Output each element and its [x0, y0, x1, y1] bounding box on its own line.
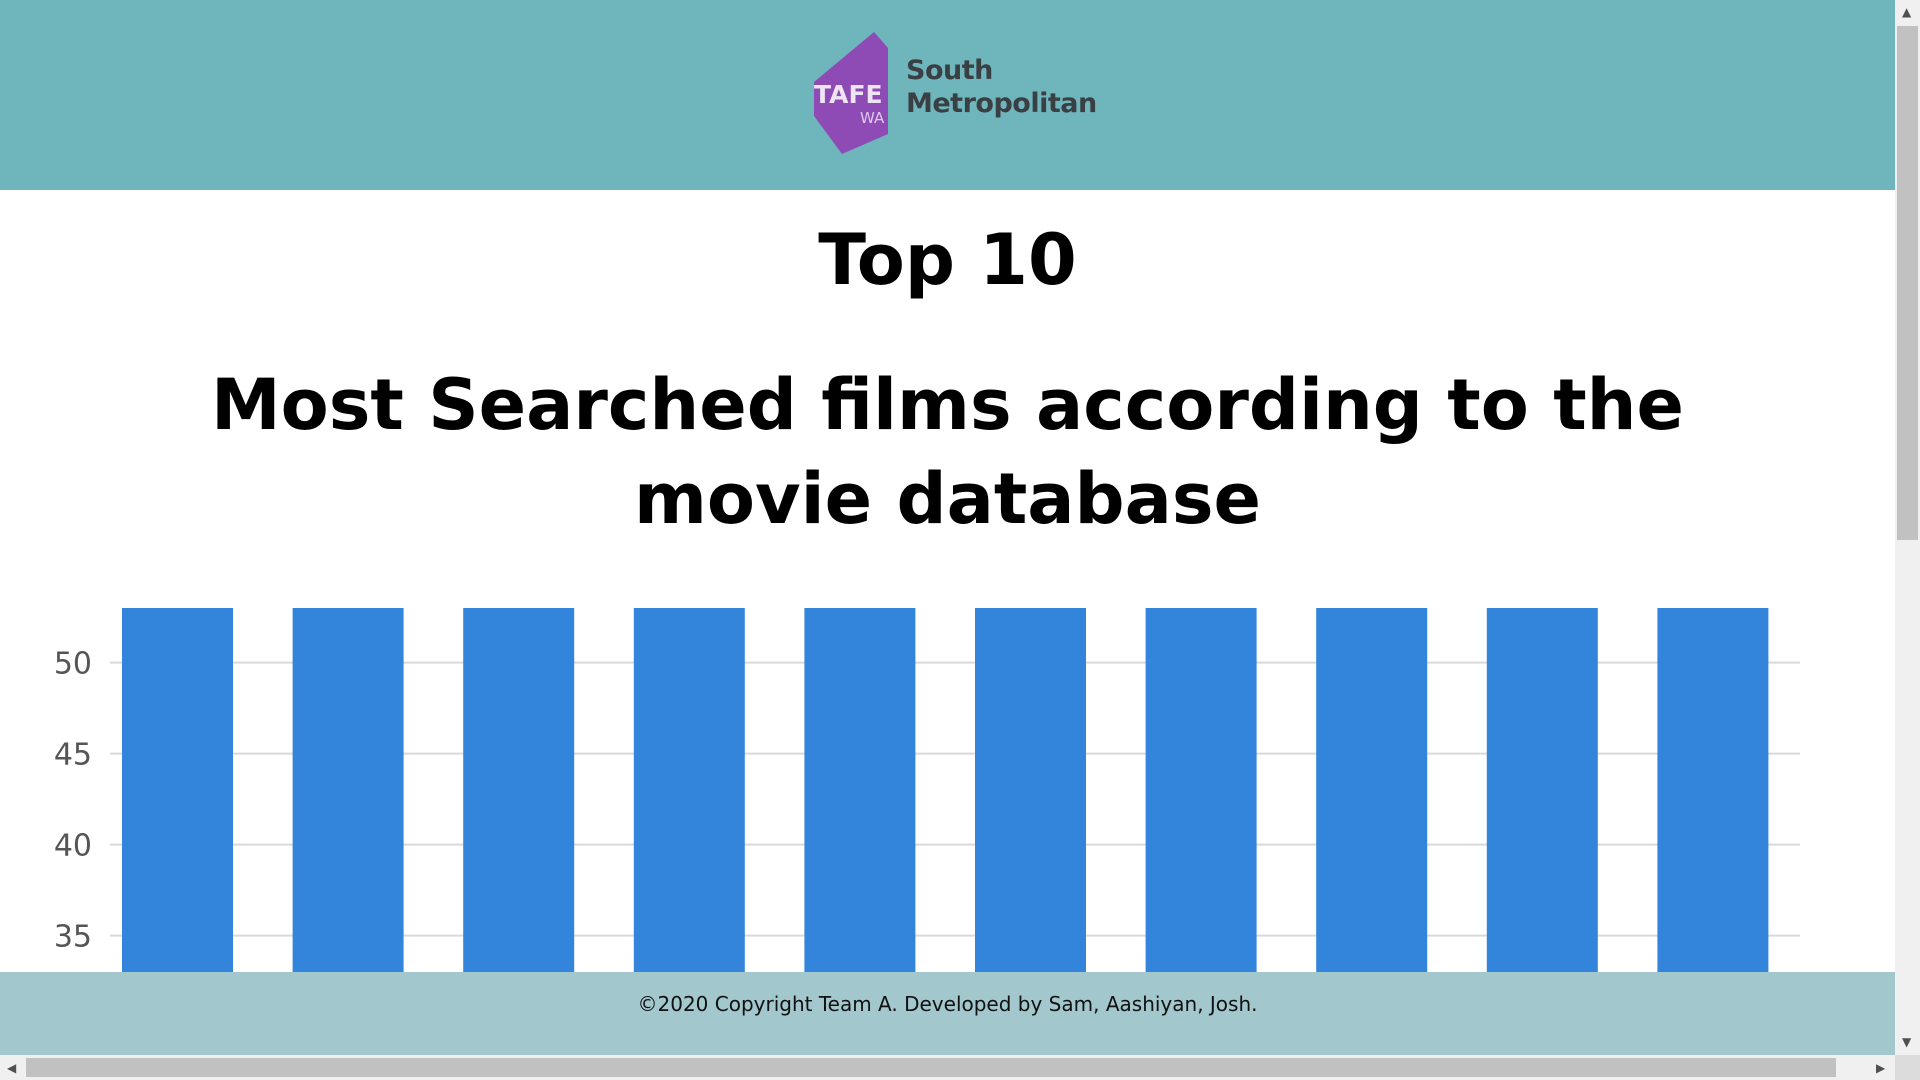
horizontal-scrollbar[interactable]: ◀ ▶ [0, 1055, 1895, 1080]
page: TAFE WA South Metropolitan Top 10 Most S… [0, 0, 1895, 1055]
site-footer: ©2020 Copyright Team A. Developed by Sam… [0, 972, 1895, 1055]
scroll-up-arrow-icon[interactable]: ▲ [1902, 5, 1912, 19]
y-tick-label: 35 [54, 920, 92, 955]
tafe-logo-name: South Metropolitan [906, 54, 1097, 120]
page-title: Top 10 [818, 219, 1077, 301]
horizontal-scroll-thumb[interactable] [26, 1058, 1836, 1077]
tafe-logo[interactable]: TAFE WA South Metropolitan [812, 30, 1102, 154]
chart-bar[interactable] [292, 608, 404, 972]
page-subtitle: Most Searched films according to the mov… [211, 364, 1684, 540]
tafe-logo-mark-subtext: WA [860, 109, 885, 127]
logo-name-line-2: Metropolitan [906, 88, 1097, 119]
vertical-scrollbar[interactable]: ▲ ▼ [1895, 0, 1920, 1055]
scroll-down-arrow-icon[interactable]: ▼ [1902, 1035, 1912, 1049]
y-tick-label: 45 [54, 738, 92, 773]
tafe-logo-mark: TAFE WA [814, 32, 888, 154]
site-header: TAFE WA South Metropolitan [0, 0, 1895, 190]
chart-bar[interactable] [804, 608, 916, 972]
chart-bar[interactable] [1486, 608, 1598, 972]
chart-bar[interactable] [1657, 608, 1769, 972]
chart-bar[interactable] [463, 608, 575, 972]
chart-bars [122, 608, 1769, 972]
y-tick-label: 50 [54, 647, 92, 682]
chart-bar[interactable] [975, 608, 1086, 972]
bar-chart: 35 40 45 50 [54, 608, 1800, 972]
tafe-logo-shape [814, 32, 888, 154]
scrollbar-corner [1895, 1055, 1920, 1080]
chart-y-axis: 35 40 45 50 [54, 647, 92, 955]
chart-bar[interactable] [122, 608, 233, 972]
y-tick-label: 40 [54, 829, 92, 864]
chart-bar[interactable] [633, 608, 745, 972]
chart-bar[interactable] [1145, 608, 1257, 972]
chart-bar[interactable] [1316, 608, 1428, 972]
footer-copyright: ©2020 Copyright Team A. Developed by Sam… [637, 992, 1258, 1016]
vertical-scroll-thumb[interactable] [1897, 26, 1918, 540]
scroll-left-arrow-icon[interactable]: ◀ [7, 1061, 17, 1075]
logo-name-line-1: South [906, 55, 993, 86]
scroll-right-arrow-icon[interactable]: ▶ [1876, 1061, 1886, 1075]
tafe-logo-mark-text: TAFE [814, 80, 883, 109]
